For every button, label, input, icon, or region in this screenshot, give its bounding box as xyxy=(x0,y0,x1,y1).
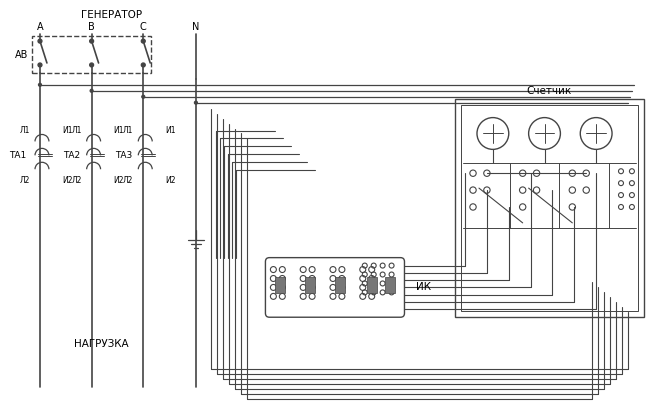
Text: Счетчик: Счетчик xyxy=(527,86,572,96)
Circle shape xyxy=(141,63,145,67)
Bar xyxy=(384,277,395,293)
Text: И1: И1 xyxy=(114,126,124,135)
Text: Л1: Л1 xyxy=(20,126,30,135)
Circle shape xyxy=(142,95,145,98)
Circle shape xyxy=(39,83,41,86)
Circle shape xyxy=(141,39,145,43)
Text: А: А xyxy=(37,22,43,32)
Text: Л1: Л1 xyxy=(72,126,81,135)
Text: И2: И2 xyxy=(62,176,72,185)
Circle shape xyxy=(38,63,42,67)
Bar xyxy=(305,277,315,293)
Text: ТА2: ТА2 xyxy=(63,151,80,160)
Circle shape xyxy=(194,101,197,104)
Circle shape xyxy=(90,89,93,92)
Circle shape xyxy=(89,63,93,67)
Text: И2: И2 xyxy=(165,176,175,185)
Circle shape xyxy=(38,39,42,43)
Text: Л2: Л2 xyxy=(123,176,133,185)
Bar xyxy=(32,36,151,73)
Text: N: N xyxy=(193,22,200,32)
Text: С: С xyxy=(140,22,147,32)
Text: Л2: Л2 xyxy=(72,176,81,185)
Bar xyxy=(335,277,345,293)
Text: И1: И1 xyxy=(62,126,72,135)
Bar xyxy=(461,105,638,311)
Text: И2: И2 xyxy=(114,176,124,185)
Text: ГЕНЕРАТОР: ГЕНЕРАТОР xyxy=(81,10,142,20)
Text: ТА3: ТА3 xyxy=(115,151,132,160)
Bar xyxy=(367,277,376,293)
Text: АВ: АВ xyxy=(14,49,28,60)
Text: В: В xyxy=(88,22,95,32)
Text: И1: И1 xyxy=(165,126,175,135)
Text: Л1: Л1 xyxy=(123,126,133,135)
Text: ИК: ИК xyxy=(417,282,432,293)
Bar xyxy=(275,277,285,293)
Text: НАГРУЗКА: НАГРУЗКА xyxy=(74,339,129,349)
Circle shape xyxy=(89,39,93,43)
Text: ТА1: ТА1 xyxy=(9,151,27,160)
Bar xyxy=(455,99,644,317)
Text: Л2: Л2 xyxy=(20,176,30,185)
